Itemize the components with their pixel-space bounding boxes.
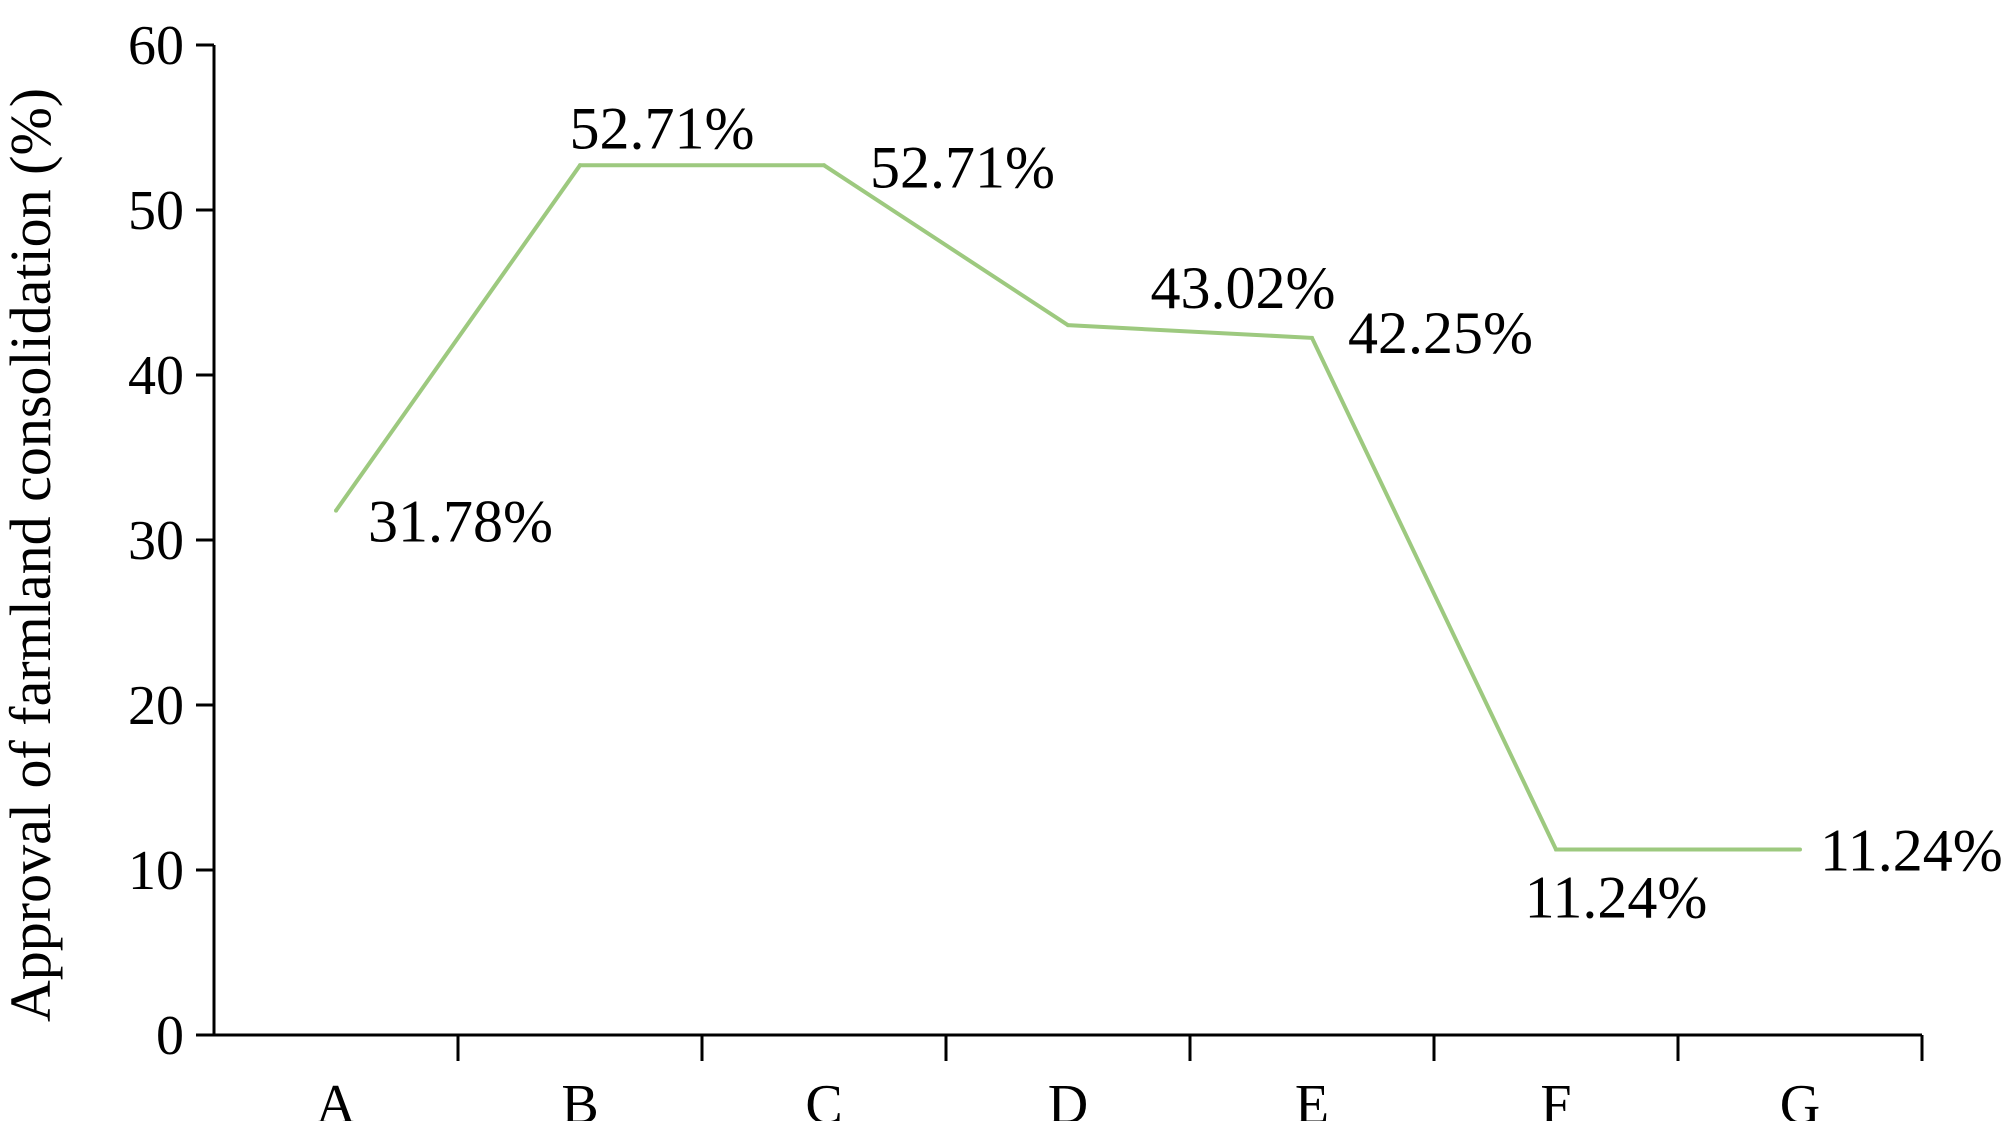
x-tick-label: F xyxy=(1540,1074,1571,1121)
data-point xyxy=(578,163,582,168)
data-label: 11.24% xyxy=(1525,865,1708,931)
data-label: 52.71% xyxy=(570,95,755,161)
data-point xyxy=(334,508,338,513)
data-point xyxy=(1066,323,1070,328)
x-tick-label: B xyxy=(561,1074,598,1121)
x-tick-label: A xyxy=(316,1074,357,1121)
data-label: 11.24% xyxy=(1820,818,2003,884)
y-axis-title: Approval of farmland consolidation (%) xyxy=(0,88,63,1022)
data-label: 52.71% xyxy=(870,134,1055,200)
y-tick-label: 60 xyxy=(128,15,184,77)
data-labels: 31.78% 52.71% 52.71% 43.02%42.25% 11.24% 11.2… xyxy=(368,95,2003,930)
y-tick-label: 40 xyxy=(128,345,184,407)
y-tick-label: 20 xyxy=(128,675,184,737)
data-label: 42.25% xyxy=(1348,300,1533,366)
x-tick-label: E xyxy=(1295,1074,1329,1121)
data-label: 43.02% xyxy=(1151,255,1336,321)
x-tick-label: C xyxy=(805,1074,842,1121)
series-line-group xyxy=(334,163,1802,852)
x-tick-label: D xyxy=(1048,1074,1088,1121)
data-label: 31.78% xyxy=(368,489,553,555)
data-point xyxy=(1554,847,1558,852)
y-axis: 0 10 20 30 40 50 60 xyxy=(128,15,216,1067)
y-tick-label: 30 xyxy=(128,510,184,572)
y-tick-label: 0 xyxy=(156,1005,184,1067)
x-axis: A B C D E F G xyxy=(214,1033,1924,1126)
data-point xyxy=(1798,847,1802,852)
data-point xyxy=(1310,335,1314,340)
series-line xyxy=(334,163,1800,852)
y-tick-label: 10 xyxy=(128,840,184,902)
x-tick-label: G xyxy=(1780,1074,1820,1121)
data-point xyxy=(822,163,826,168)
y-tick-label: 50 xyxy=(128,180,184,242)
